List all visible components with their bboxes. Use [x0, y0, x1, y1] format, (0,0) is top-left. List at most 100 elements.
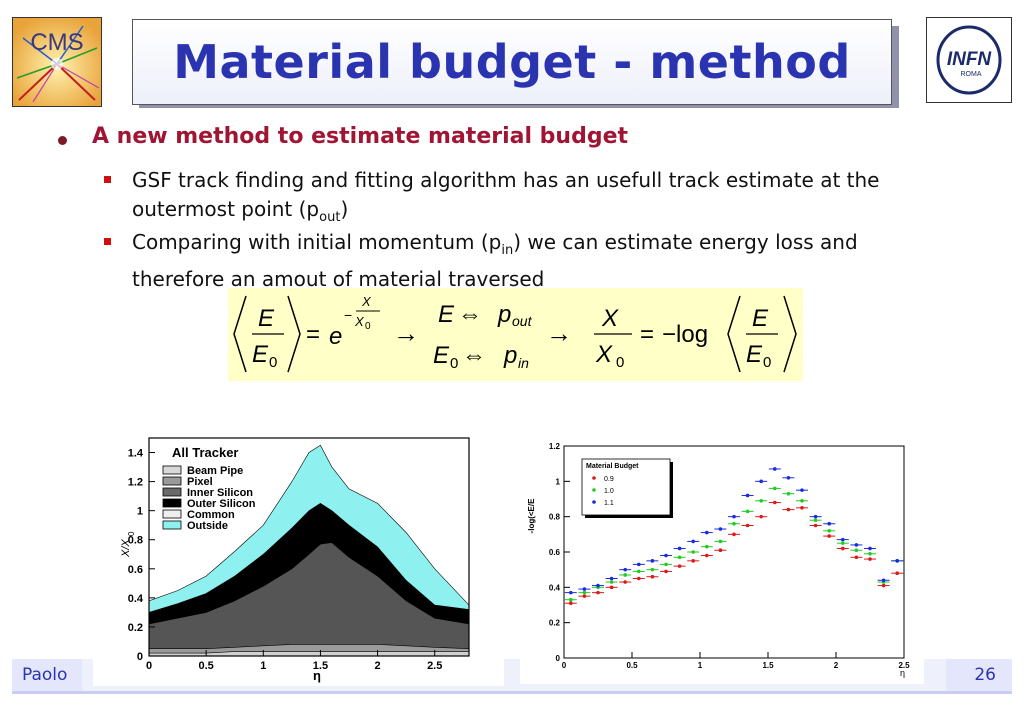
left-legend-swatch: [162, 520, 182, 530]
right-data-point: [881, 583, 886, 588]
right-data-point: [637, 569, 641, 574]
right-data-point: [705, 553, 709, 558]
svg-text:X: X: [354, 314, 365, 329]
right-data-point: [841, 541, 845, 545]
svg-text:⇔: ⇔: [462, 342, 486, 369]
right-data-point: [718, 539, 723, 544]
right-data-point: [623, 580, 627, 584]
right-data-point: [868, 546, 872, 551]
svg-text:⇔: ⇔: [458, 301, 482, 328]
right-legend-marker: [592, 500, 596, 504]
right-y-tick-label: 1: [556, 477, 561, 486]
right-x-tick-label: 2.5: [898, 661, 910, 670]
right-data-point: [745, 523, 750, 528]
sub-bullet-1-text: GSF track finding and fitting algorithm …: [132, 168, 880, 221]
right-data-point: [827, 534, 831, 538]
left-legend-label: Pixel: [187, 476, 213, 488]
right-data-point: [827, 529, 831, 533]
right-data-point: [813, 514, 818, 519]
left-legend-swatch: [162, 509, 182, 519]
right-data-point: [650, 574, 655, 579]
right-data-point: [677, 546, 682, 551]
svg-text:E: E: [433, 342, 450, 369]
equation-image: E E 0 = e − X X 0 → E ⇔ p out E 0 ⇔ p in…: [228, 288, 803, 381]
material-budget-area-chart: 0 0.5 1 1.5 2 2.5 0 0.2 0.4 0.6 0.8 1 1.2 1.4 All Tra…: [93, 432, 504, 686]
right-data-point: [732, 514, 736, 519]
left-legend-label: Outer Silicon: [187, 498, 256, 510]
right-data-point: [868, 551, 872, 556]
right-data-point: [569, 601, 573, 606]
svg-text:E: E: [438, 301, 455, 328]
right-data-point: [759, 479, 763, 484]
right-y-tick-label: 0.2: [549, 619, 561, 628]
right-data-point: [664, 553, 668, 558]
left-y-tick-label: 0: [137, 651, 143, 663]
infn-logo-text: INFN: [947, 49, 993, 70]
left-legend-swatch: [162, 465, 182, 475]
svg-text:=: =: [306, 321, 320, 348]
left-y-tick-label: 1.4: [128, 448, 144, 460]
right-data-point: [623, 567, 627, 572]
right-data-point: [773, 500, 777, 505]
right-data-point: [854, 555, 859, 560]
right-data-point: [827, 521, 831, 526]
sub-bullet-1-close: ): [340, 197, 349, 221]
left-x-tick-label: 2.5: [427, 660, 442, 672]
right-data-point: [582, 587, 587, 591]
right-data-point: [759, 514, 763, 519]
energy-loss-scatter-chart: 0 0.5 1 1.5 2 2.5 0 0.2 0.4 0.6 0.8 1 1.2 Material B…: [520, 436, 924, 684]
sub-bullet-2-text: Comparing with initial momentum (p: [132, 230, 502, 254]
left-legend-title: All Tracker: [172, 445, 239, 460]
right-data-point: [691, 559, 695, 563]
right-data-point: [786, 491, 791, 496]
svg-text:E: E: [752, 305, 769, 332]
right-data-point: [813, 523, 818, 528]
infn-roma-text: ROMA: [961, 71, 982, 78]
right-data-point: [596, 583, 600, 588]
sub-bullet-2-rest: ) we can estimate energy loss and theref…: [132, 230, 858, 291]
left-y-axis-label-subscript: 0: [127, 531, 136, 536]
right-x-tick-label: 0: [562, 661, 567, 670]
right-legend-label: 0.9: [604, 476, 614, 483]
svg-text:0: 0: [616, 354, 624, 371]
slide-title: Material budget - method: [173, 35, 851, 89]
left-legend-label: Inner Silicon: [187, 487, 253, 499]
svg-text:X: X: [595, 341, 613, 368]
right-y-tick-label: 0.4: [549, 583, 561, 592]
right-x-tick-label: 1.5: [762, 661, 774, 670]
right-data-point: [745, 509, 750, 514]
bullet-square-icon: [104, 238, 111, 245]
right-data-point: [854, 548, 859, 553]
left-x-tick-label: 0.5: [198, 660, 213, 672]
right-data-point: [569, 597, 573, 602]
left-legend-swatch: [162, 487, 182, 497]
right-data-point: [677, 564, 682, 568]
right-data-point: [650, 567, 655, 572]
right-data-point: [623, 573, 627, 577]
left-y-tick-label: 0.2: [128, 622, 143, 634]
right-data-point: [609, 580, 614, 584]
right-data-point: [705, 530, 709, 535]
right-data-point: [691, 539, 695, 544]
right-y-tick-label: 0.6: [549, 548, 561, 557]
right-y-tick-label: 0.8: [549, 513, 561, 522]
right-data-point: [582, 590, 587, 595]
right-legend-marker: [592, 476, 596, 480]
right-data-point: [895, 571, 899, 575]
svg-text:→: →: [546, 318, 572, 348]
left-x-tick-label: 1: [260, 660, 266, 672]
footer-page-number: 26: [946, 659, 1012, 691]
main-bullet-text: A new method to estimate material budget: [92, 124, 629, 149]
right-data-point: [841, 537, 845, 542]
sub-bullet-1-subscript: out: [319, 210, 341, 225]
right-data-point: [609, 585, 614, 590]
svg-text:X: X: [601, 305, 619, 332]
svg-text:0: 0: [450, 355, 458, 372]
left-x-axis-label: η: [313, 668, 321, 683]
svg-text:0: 0: [365, 321, 371, 332]
right-data-point: [786, 507, 791, 512]
right-data-point: [582, 594, 587, 598]
right-data-point: [895, 559, 899, 563]
right-data-point: [677, 555, 682, 560]
svg-text:E: E: [252, 341, 269, 368]
